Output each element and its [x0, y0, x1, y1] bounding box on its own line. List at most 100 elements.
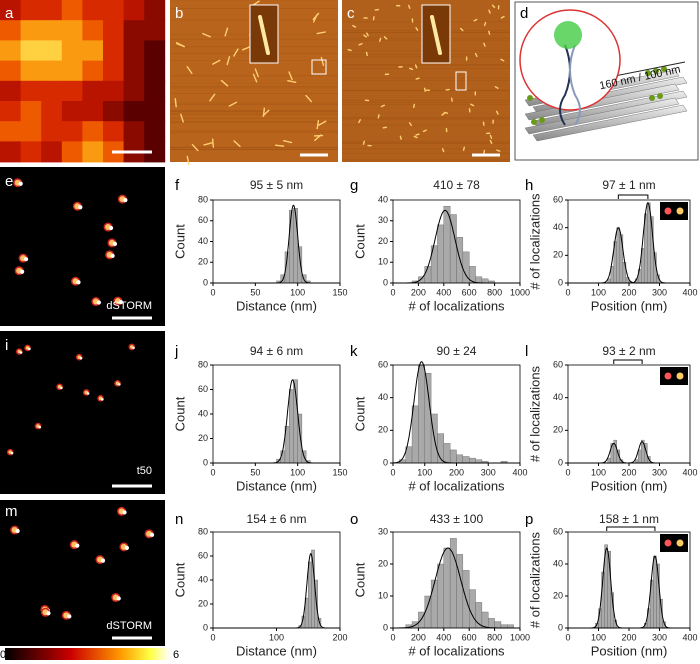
- panel-label: p: [525, 511, 533, 528]
- histogram-bar: [616, 227, 621, 284]
- histogram-bar: [424, 266, 432, 284]
- y-tick-label: 60: [553, 526, 563, 536]
- chart-title: 90 ± 24: [437, 344, 477, 358]
- panel-label: c: [347, 5, 355, 22]
- pixel: [103, 101, 124, 122]
- dna: [559, 44, 571, 126]
- y-axis-label: Count: [352, 396, 367, 431]
- storm-spot: [18, 181, 23, 186]
- panel-label: a: [5, 5, 14, 22]
- x-tick-label: 0: [565, 467, 570, 477]
- pixel: [103, 0, 124, 21]
- plot-frame: [212, 199, 341, 284]
- histogram-bar: [456, 554, 464, 629]
- dye: [653, 68, 659, 74]
- histogram-bar: [481, 611, 489, 629]
- plot-frame: [392, 531, 521, 629]
- y-axis-label: # of localizations: [527, 193, 542, 290]
- afm-object: [495, 110, 499, 115]
- x-tick-label: 0: [210, 632, 215, 642]
- histogram-bar: [488, 618, 495, 629]
- colorbar-min: 0: [0, 649, 6, 661]
- y-tick-label: 40: [553, 558, 563, 568]
- pixel: [144, 0, 166, 21]
- y-axis-label: # of localizations: [527, 365, 542, 462]
- y-tick-label: 40: [198, 236, 208, 246]
- pixel: [0, 40, 21, 62]
- afm-object: [500, 15, 505, 19]
- afm-object: [305, 94, 313, 103]
- inset-spot: [676, 207, 684, 215]
- pixel: [82, 80, 104, 102]
- x-tick-label: 200: [621, 632, 636, 642]
- storm-spot: [38, 425, 42, 429]
- x-tick-label: 0: [390, 632, 395, 642]
- diagram-panel: [514, 1, 699, 161]
- pixel: [82, 0, 104, 21]
- afm-object: [488, 30, 491, 35]
- afm-object: [441, 148, 445, 153]
- pixel: [41, 80, 63, 102]
- x-tick-label: 200: [449, 467, 464, 477]
- histogram-bar: [637, 449, 642, 464]
- x-tick-label: 0: [565, 287, 570, 297]
- pixel: [144, 60, 166, 82]
- afm-object: [202, 32, 211, 38]
- afm-object: [362, 140, 366, 145]
- storm-spot: [122, 510, 127, 515]
- colorbar: [5, 648, 170, 660]
- y-tick-label: 20: [378, 558, 388, 568]
- x-tick-label: 50: [250, 287, 260, 297]
- inset-spot: [676, 539, 684, 547]
- histogram-bar: [297, 246, 303, 284]
- afm-object: [288, 71, 293, 81]
- histogram-bar: [456, 454, 464, 464]
- storm-image: [0, 500, 165, 646]
- histogram-bar: [449, 214, 457, 284]
- pixel: [123, 40, 145, 62]
- histogram-bar: [647, 202, 651, 284]
- inset-image: [660, 534, 688, 552]
- histogram-bar: [607, 457, 611, 464]
- storm-spot: [10, 451, 14, 455]
- y-tick-label: 60: [198, 215, 208, 225]
- inset-spot: [676, 372, 684, 380]
- dye: [527, 95, 533, 101]
- afm-object: [488, 9, 491, 14]
- storm-spot: [118, 300, 123, 305]
- afm-object: [460, 27, 464, 32]
- panel-label: b: [175, 5, 183, 22]
- pixel: [82, 40, 104, 62]
- storm-spot: [132, 346, 135, 350]
- inset-image: [660, 202, 688, 220]
- storm-spot: [28, 347, 31, 351]
- afm-object: [415, 26, 419, 31]
- dye: [531, 119, 537, 125]
- storm-spot: [79, 356, 83, 360]
- x-tick-label: 100: [269, 632, 284, 642]
- pixel: [144, 121, 166, 143]
- histogram-bar: [418, 276, 425, 284]
- histogram-bar: [289, 210, 294, 284]
- histogram-bar: [289, 389, 294, 464]
- afm-object: [358, 43, 363, 46]
- x-tick-label: 400: [436, 287, 451, 297]
- pixel: [144, 101, 166, 122]
- afm-object: [233, 48, 239, 57]
- y-tick-label: 40: [198, 408, 208, 418]
- afm-object: [408, 4, 411, 9]
- afm-object: [483, 42, 486, 47]
- x-axis-label: Distance (nm): [236, 478, 317, 493]
- y-tick-label: 20: [198, 433, 208, 443]
- pixel: [20, 101, 42, 122]
- x-tick-label: 1000: [510, 632, 530, 642]
- fit-curve: [568, 441, 690, 464]
- x-tick-label: 200: [621, 287, 636, 297]
- pixel: [82, 101, 104, 122]
- y-tick-label: 20: [198, 257, 208, 267]
- pixel: [61, 121, 83, 143]
- inset-spot: [664, 207, 672, 215]
- panel-label: o: [350, 511, 358, 528]
- afm-object: [254, 68, 259, 78]
